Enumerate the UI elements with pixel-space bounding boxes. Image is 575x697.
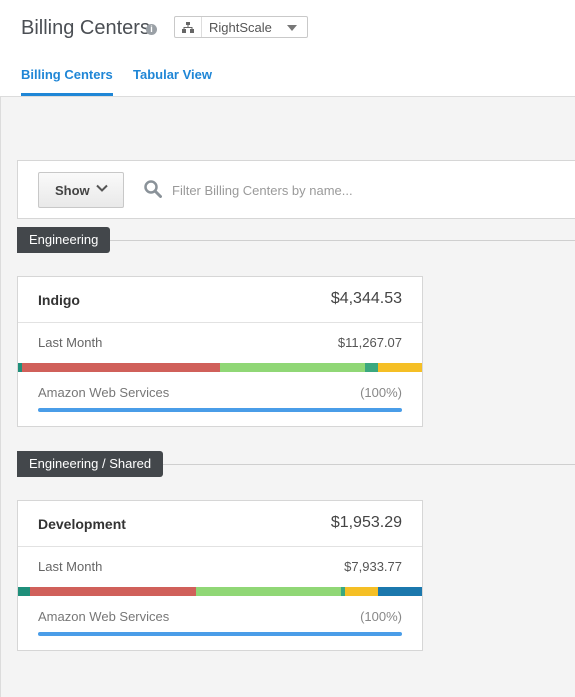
- cost-segment: [22, 363, 220, 372]
- billing-center-name[interactable]: Development: [38, 516, 126, 532]
- divider: [0, 96, 1, 697]
- last-month-value: $11,267.07: [337, 335, 402, 350]
- billing-center-card[interactable]: Indigo $4,344.53 Last Month $11,267.07 A…: [17, 276, 423, 427]
- divider: [18, 546, 422, 547]
- provider-name: Amazon Web Services: [38, 385, 170, 400]
- search-icon: [144, 180, 162, 198]
- provider-share-bar: [38, 632, 402, 636]
- last-month-label: Last Month: [38, 559, 103, 574]
- search-input[interactable]: [170, 176, 554, 204]
- cost-segment: [18, 363, 23, 372]
- tab-tabular-view[interactable]: Tabular View: [133, 67, 212, 82]
- last-month-value: $7,933.77: [344, 559, 402, 574]
- divider: [100, 240, 575, 241]
- divider: [150, 464, 575, 465]
- group-label: Engineering: [17, 227, 111, 253]
- billing-center-amount: $4,344.53: [330, 290, 402, 307]
- cost-segment: [30, 587, 196, 596]
- last-month-label: Last Month: [38, 335, 103, 350]
- cost-breakdown-bar: [18, 587, 422, 596]
- active-tab-indicator: [21, 93, 113, 96]
- show-button-label: Show: [55, 183, 90, 198]
- cost-segment: [345, 587, 378, 596]
- org-selector-value: RightScale: [209, 20, 272, 35]
- cost-segment: [341, 587, 346, 596]
- provider-name: Amazon Web Services: [38, 609, 170, 624]
- cost-segment: [377, 363, 422, 372]
- cost-segment: [18, 587, 31, 596]
- page-header: Billing Centers i RightScale Billing Cen…: [0, 0, 575, 97]
- org-hierarchy-icon: [182, 22, 194, 33]
- divider: [201, 17, 202, 37]
- tab-billing-centers[interactable]: Billing Centers: [21, 67, 113, 82]
- chevron-down-icon: [96, 184, 108, 192]
- provider-percentage: (100%): [360, 609, 402, 624]
- page-title: Billing Centers: [21, 17, 150, 39]
- billing-center-amount: $1,953.29: [330, 514, 402, 531]
- filter-bar: Show: [17, 160, 575, 219]
- cost-segment: [195, 587, 342, 596]
- cost-segment: [365, 363, 378, 372]
- provider-share-bar: [38, 408, 402, 412]
- billing-center-card[interactable]: Development $1,953.29 Last Month $7,933.…: [17, 500, 423, 651]
- info-icon[interactable]: i: [146, 24, 157, 35]
- group-label: Engineering / Shared: [17, 451, 164, 477]
- provider-percentage: (100%): [360, 385, 402, 400]
- show-dropdown-button[interactable]: Show: [38, 172, 124, 208]
- org-selector[interactable]: RightScale: [174, 16, 308, 38]
- cost-breakdown-bar: [18, 363, 422, 372]
- billing-center-name[interactable]: Indigo: [38, 292, 80, 308]
- cost-segment: [219, 363, 366, 372]
- caret-down-icon: [287, 25, 297, 31]
- cost-segment: [377, 587, 422, 596]
- divider: [18, 322, 422, 323]
